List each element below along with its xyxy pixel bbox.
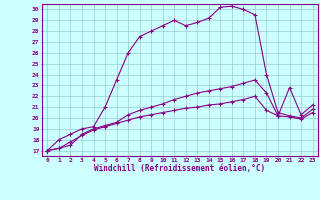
X-axis label: Windchill (Refroidissement éolien,°C): Windchill (Refroidissement éolien,°C) [94,164,266,173]
